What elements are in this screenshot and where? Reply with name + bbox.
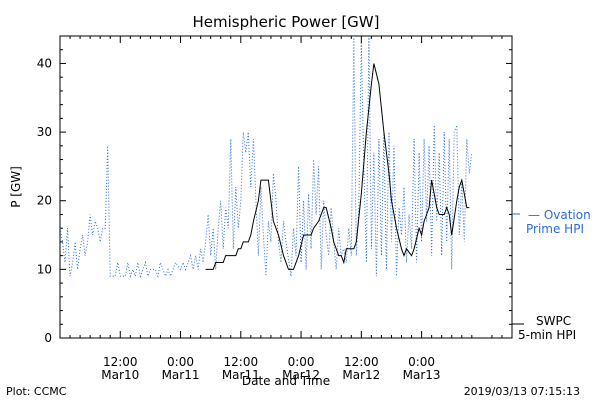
x-axis: 12:00Mar100:00Mar1112:00Mar110:00Mar1212… xyxy=(69,36,503,382)
y-tick-label: 0 xyxy=(44,331,52,345)
x-tick-date-label: Mar13 xyxy=(403,368,441,382)
x-tick-time-label: 12:00 xyxy=(224,355,259,369)
x-tick-time-label: 12:00 xyxy=(344,355,379,369)
y-tick-label: 40 xyxy=(37,56,52,70)
y-axis: 0 10 20 30 40 xyxy=(37,49,512,345)
x-tick-date-label: Mar12 xyxy=(342,368,380,382)
y-tick-label: 30 xyxy=(37,125,52,139)
x-tick-time-label: 0:00 xyxy=(167,355,194,369)
x-tick-time-label: 0:00 xyxy=(408,355,435,369)
plot-frame xyxy=(59,35,513,339)
y-axis-label: P [GW] xyxy=(9,166,23,208)
x-tick-date-label: Mar10 xyxy=(101,368,139,382)
legend-ovation-line2: Prime HPI xyxy=(526,222,584,236)
series-layer xyxy=(60,36,473,279)
x-tick-date-label: Mar11 xyxy=(162,368,200,382)
x-tick-date-label: Mar12 xyxy=(282,368,320,382)
x-tick-date-label: Mar11 xyxy=(222,368,260,382)
legend-ovation-line1: — Ovation xyxy=(528,208,591,222)
series-swpc-line xyxy=(205,63,470,270)
legend-swpc-line2: 5-min HPI xyxy=(518,328,576,342)
y-tick-label: 20 xyxy=(37,194,52,208)
plot-credit: Plot: CCMC xyxy=(6,385,67,398)
series-ovation-line xyxy=(60,36,473,279)
plot-timestamp: 2019/03/13 07:15:13 xyxy=(464,385,580,398)
x-tick-time-label: 0:00 xyxy=(288,355,315,369)
x-axis-label: Date and Time xyxy=(242,374,330,388)
legend-swpc-line1: SWPC xyxy=(536,314,571,328)
y-tick-label: 10 xyxy=(37,262,52,276)
chart-title: Hemispheric Power [GW] xyxy=(193,13,380,31)
x-tick-time-label: 12:00 xyxy=(103,355,138,369)
